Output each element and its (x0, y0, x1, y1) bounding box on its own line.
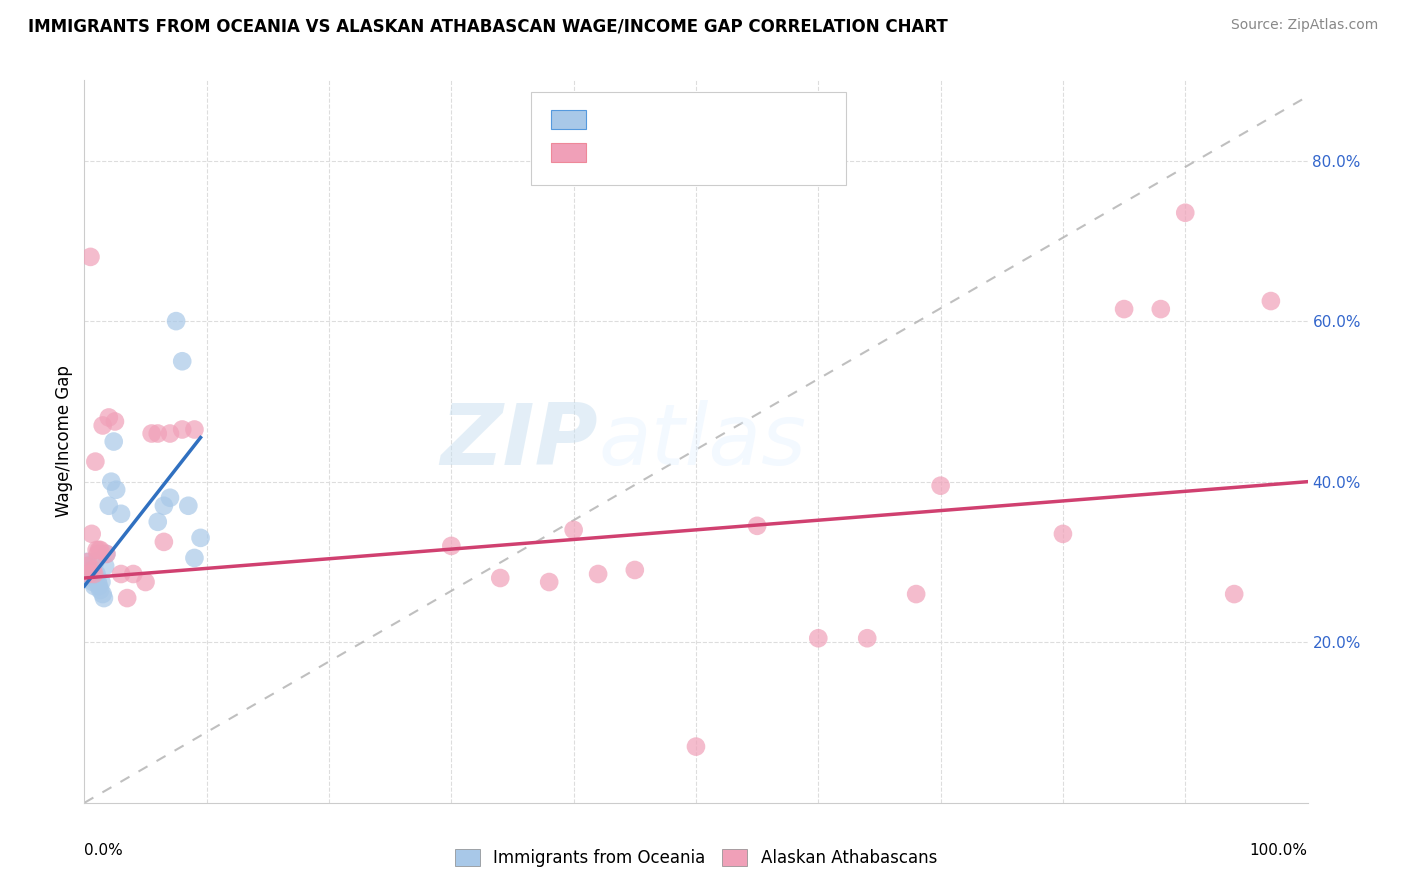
Point (77, 558, 100, 574)
Point (538, 574, 561, 589)
Point (856, 632, 879, 646)
Point (105, 483, 128, 497)
Point (172, 354, 194, 368)
Point (89, 583, 111, 598)
Point (562, 523, 585, 537)
Point (103, 434, 125, 449)
Point (86, 567, 108, 582)
Point (83, 567, 105, 582)
Point (183, 422, 205, 436)
Point (685, 739, 707, 754)
Text: Source: ZipAtlas.com: Source: ZipAtlas.com (1230, 18, 1378, 32)
Point (87, 547, 110, 561)
Point (77, 563, 100, 577)
Point (96, 547, 118, 561)
Point (807, 632, 830, 646)
Point (183, 550, 205, 566)
Point (1052, 526, 1074, 541)
Point (82, 574, 104, 589)
Point (94, 558, 117, 574)
Point (110, 567, 132, 582)
Point (1150, 301, 1173, 317)
Text: IMMIGRANTS FROM OCEANIA VS ALASKAN ATHABASCAN WAGE/INCOME GAP CORRELATION CHART: IMMIGRANTS FROM OCEANIA VS ALASKAN ATHAB… (28, 18, 948, 36)
Point (86, 542, 108, 557)
Point (177, 499, 200, 513)
Point (159, 491, 181, 505)
Point (77, 555, 100, 569)
Point (115, 591, 138, 605)
Point (110, 507, 132, 521)
Point (91, 587, 114, 601)
Text: atlas: atlas (598, 400, 806, 483)
Point (96, 547, 118, 561)
Point (146, 515, 169, 529)
Point (153, 499, 176, 513)
Point (104, 414, 127, 428)
Point (159, 426, 181, 441)
Text: R = 0.376    N = 30: R = 0.376 N = 30 (596, 110, 787, 128)
Point (83, 579, 105, 593)
Point (82, 563, 104, 577)
Point (172, 422, 194, 436)
Point (76, 558, 98, 574)
Point (624, 563, 647, 577)
Text: ZIP: ZIP (440, 400, 598, 483)
Point (929, 478, 952, 492)
Point (905, 587, 928, 601)
Point (165, 314, 187, 328)
Point (440, 539, 463, 553)
Point (146, 426, 169, 441)
Point (97, 499, 120, 513)
Point (747, 518, 769, 533)
Point (1174, 205, 1197, 219)
Y-axis label: Wage/Income Gap: Wage/Income Gap (55, 366, 73, 517)
Point (141, 426, 163, 441)
Point (80, 571, 103, 585)
Point (153, 534, 176, 549)
Point (79, 250, 101, 264)
Point (79, 567, 101, 582)
Point (93, 591, 115, 605)
Point (87, 542, 110, 557)
Point (190, 531, 212, 545)
Text: R = 0.192    N = 44: R = 0.192 N = 44 (596, 143, 787, 161)
Point (135, 574, 157, 589)
Point (91, 418, 114, 433)
Point (89, 542, 111, 557)
Point (100, 475, 122, 489)
Point (76, 555, 98, 569)
Point (1260, 293, 1282, 308)
Point (87, 574, 110, 589)
Point (77, 567, 100, 582)
Point (586, 567, 609, 582)
Point (84, 555, 107, 569)
Point (84, 454, 107, 469)
Point (97, 410, 120, 425)
Legend: Immigrants from Oceania, Alaskan Athabascans: Immigrants from Oceania, Alaskan Athabas… (449, 842, 943, 874)
Text: 100.0%: 100.0% (1250, 843, 1308, 857)
Point (80, 526, 103, 541)
Point (87, 579, 110, 593)
Point (1223, 587, 1246, 601)
Point (90, 574, 112, 589)
Point (122, 567, 145, 582)
Point (489, 571, 512, 585)
Text: 0.0%: 0.0% (84, 843, 124, 857)
Point (1114, 301, 1136, 317)
